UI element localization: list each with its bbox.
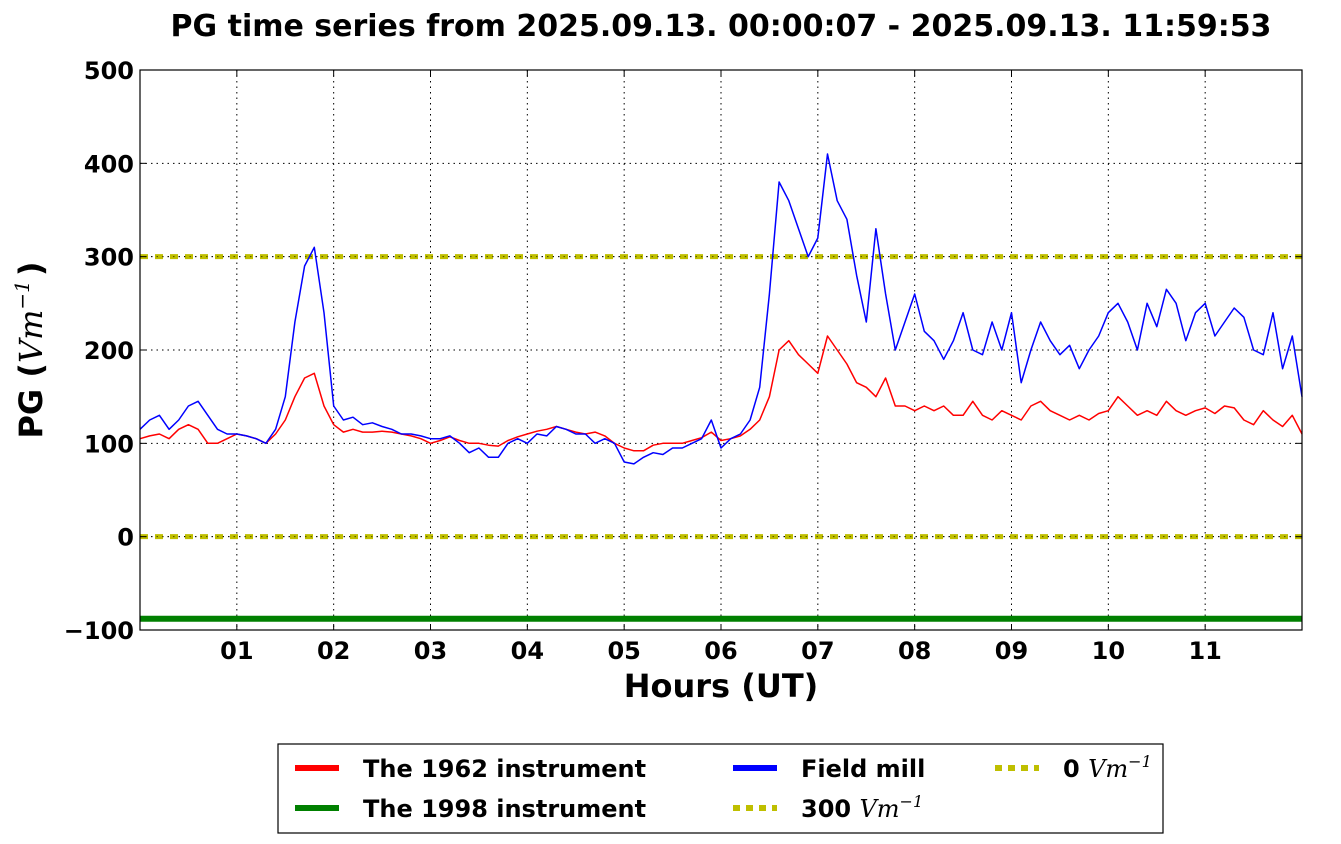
series-the-1962-instrument-line [139,335,1303,452]
x-tick-label: 01 [220,637,253,665]
legend-item: Field mill [733,755,925,783]
legend-item: 300 Vm−1 [733,792,923,823]
x-tick-label: 09 [995,637,1028,665]
legend-label-unit: Vm [859,795,899,823]
y-axis-label: PG (Vm−1) [10,261,50,438]
chart-title: PG time series from 2025.09.13. 00:00:07… [171,9,1272,44]
legend-label-exp: −1 [900,792,924,811]
legend: The 1962 instrument The 1998 instrument Fi… [277,743,1164,834]
x-axis-label: Hours (UT) [624,667,819,705]
x-tick-label: 03 [414,637,447,665]
legend-item: 0 Vm−1 [995,752,1152,783]
x-tick-label: 04 [511,637,544,665]
legend-label: The 1962 instrument [363,755,646,783]
x-tick-label: 07 [801,637,834,665]
x-tick-label: 05 [607,637,640,665]
legend-label-text: The 1962 instrument [363,755,646,783]
legend-item: The 1998 instrument [295,795,646,823]
legend-label: 300 Vm−1 [801,792,923,823]
legend-label-text: Field mill [801,755,925,783]
y-tick-label: 500 [84,57,134,85]
series-group [139,153,1303,622]
legend-label: The 1998 instrument [363,795,646,823]
x-tick-label: 10 [1092,637,1125,665]
y-axis-label-exp: −1 [10,280,34,309]
legend-label: Field mill [801,755,925,783]
y-tick-label: 400 [84,150,134,178]
y-tick-label: 100 [84,430,134,458]
legend-label: 0 Vm−1 [1063,752,1152,783]
y-axis-label-text: PG ( [12,363,50,438]
grid [140,69,1302,631]
y-tick-label: 200 [84,337,134,365]
y-tick-label: 0 [117,524,134,552]
y-tick-label: 300 [84,244,134,272]
legend-item: The 1962 instrument [295,755,646,783]
x-tick-label: 08 [898,637,931,665]
legend-label-text: 0 [1063,755,1088,783]
legend-label-exp: −1 [1128,752,1152,771]
legend-label-unit: Vm [1088,755,1128,783]
y-axis-label-close: ) [12,261,50,276]
y-axis-label-unit: Vm [12,310,50,363]
legend-frame [277,743,1164,834]
x-tick-label: 02 [317,637,350,665]
y-tick-label: −100 [64,617,134,645]
legend-label-text: 300 [801,795,859,823]
x-tick-label: 06 [704,637,737,665]
ticks: 01 02 03 04 05 06 07 08 09 10 11 −100 0 100 200 300 400 5… [64,57,1302,665]
series-field-mill-line [139,153,1303,465]
legend-label-text: The 1998 instrument [363,795,646,823]
x-tick-label: 11 [1188,637,1221,665]
